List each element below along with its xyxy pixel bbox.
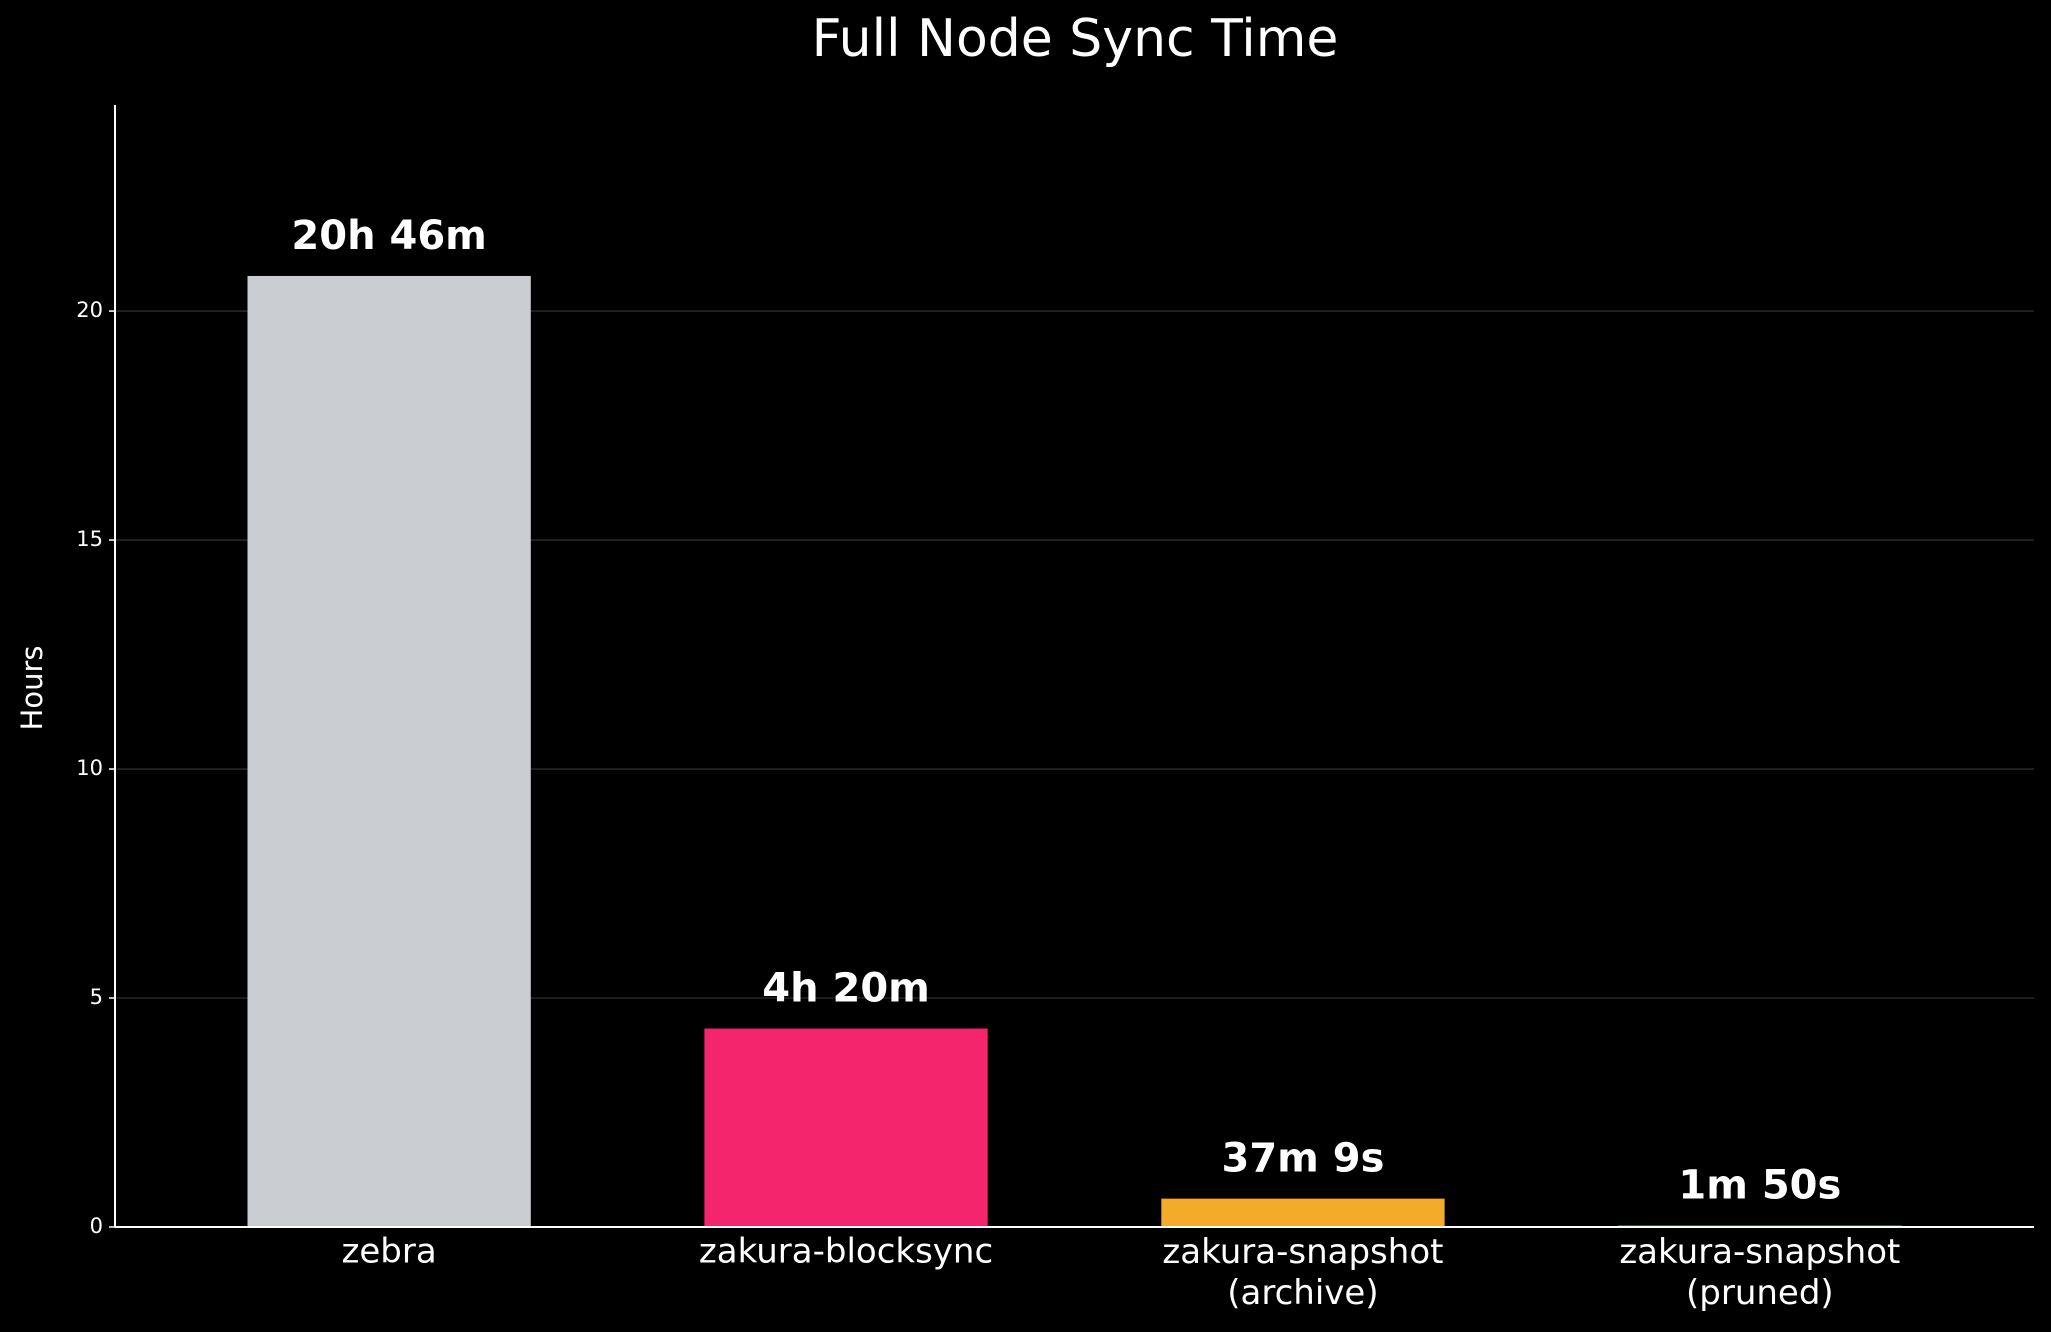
y-tick-label: 15 xyxy=(76,527,103,551)
x-tick-label: zakura-blocksync xyxy=(699,1232,993,1272)
value-label: 20h 46m xyxy=(291,213,486,259)
x-tick-label: zakura-snapshot (pruned) xyxy=(1619,1232,1900,1313)
value-label: 1m 50s xyxy=(1678,1163,1841,1209)
bar xyxy=(1161,1198,1445,1227)
value-label: 4h 20m xyxy=(762,966,930,1012)
y-tick-label: 10 xyxy=(76,756,103,780)
y-tick-label: 0 xyxy=(90,1214,103,1238)
y-tick-label: 5 xyxy=(90,985,103,1009)
x-tick-label: zakura-snapshot (archive) xyxy=(1162,1232,1443,1313)
chart-title: Full Node Sync Time xyxy=(812,9,1339,69)
value-label: 37m 9s xyxy=(1221,1136,1384,1182)
y-axis-label: Hours xyxy=(15,646,49,731)
x-tick-label: zebra xyxy=(342,1232,437,1272)
bar xyxy=(704,1028,988,1227)
bar xyxy=(247,275,531,1227)
y-tick-label: 20 xyxy=(76,298,103,322)
